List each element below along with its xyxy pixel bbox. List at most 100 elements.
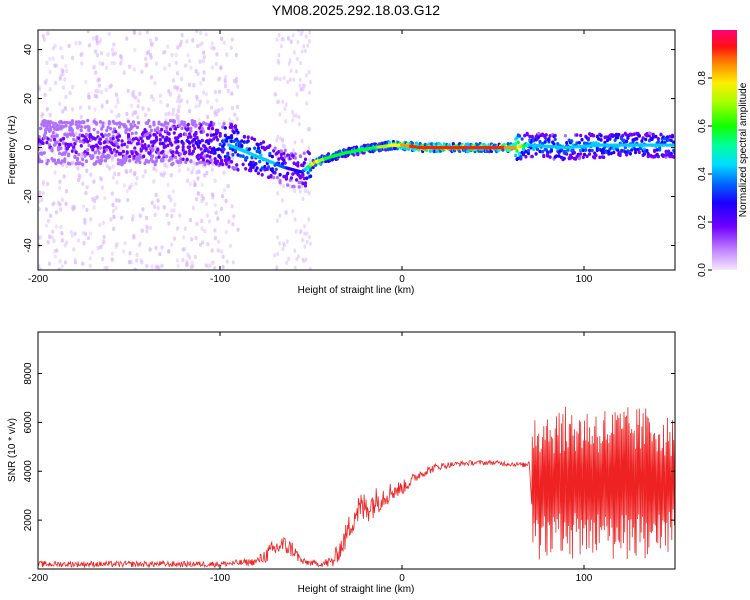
spectrogram-cell	[294, 229, 298, 234]
spectrogram-cell	[140, 228, 144, 233]
spectrogram-cell	[60, 238, 64, 243]
spectrogram-cell	[85, 207, 89, 213]
spectrogram-cell	[200, 151, 204, 155]
spectrogram-cell	[213, 89, 218, 95]
y-tick-label: -40	[23, 238, 34, 253]
spectrogram-cell	[173, 202, 177, 207]
spectrogram-cell	[208, 145, 212, 150]
spectrogram-cell	[155, 264, 160, 269]
spectrogram-cell	[154, 135, 159, 140]
spectrogram-cell	[204, 32, 208, 37]
spectrogram-cell	[38, 206, 41, 212]
spectrogram-cell	[217, 108, 221, 113]
spectrogram-cell	[194, 123, 198, 127]
spectrogram-cell	[281, 161, 285, 166]
spectrogram-cell	[289, 68, 293, 73]
spectrogram-cell	[301, 181, 305, 186]
spectrogram-cell	[218, 131, 222, 136]
spectrogram-cell	[273, 92, 277, 97]
spectrogram-cell	[218, 142, 222, 147]
spectrogram-cell	[181, 148, 185, 152]
spectrogram-cell	[306, 43, 310, 48]
spectrogram-cell	[61, 109, 65, 114]
spectrogram-cell	[188, 181, 192, 187]
spectrogram-cell	[231, 222, 235, 227]
spectrogram-cell	[195, 170, 199, 175]
spectrogram-cell	[74, 122, 78, 126]
spectrogram-cell	[181, 141, 185, 146]
spectrogram-cell	[556, 142, 560, 146]
spectrogram-cell	[235, 104, 239, 110]
spectrogram-cell	[286, 171, 290, 176]
spectrogram-cell	[179, 160, 183, 164]
spectrogram-cell	[651, 132, 655, 137]
spectrogram-cell	[61, 71, 65, 77]
spectrogram-cell	[119, 147, 123, 152]
spectrogram-cell	[188, 217, 192, 223]
spectrogram-cell	[132, 110, 136, 115]
spectrogram-cell	[548, 134, 552, 138]
spectrogram-cell	[40, 151, 44, 156]
spectrogram-cell	[193, 254, 197, 260]
spectrogram-cell	[254, 162, 258, 166]
spectrogram-cell	[110, 150, 114, 155]
spectrogram-cell	[173, 236, 177, 241]
spectrogram-cell	[212, 46, 216, 51]
spectrogram-cell	[170, 143, 174, 147]
spectrogram-cell	[303, 83, 306, 89]
spectrogram-cell	[68, 162, 72, 166]
spectrogram-cell	[44, 81, 48, 86]
spectrogram-cell	[99, 176, 103, 181]
spectrogram-cell	[41, 33, 45, 39]
spectrogram-cell	[191, 149, 195, 154]
spectrogram-cell	[147, 159, 151, 164]
spectrogram-cell	[79, 105, 83, 110]
spectrogram-cell	[45, 181, 50, 187]
spectrogram-cell	[129, 103, 133, 109]
spectrogram-cell	[51, 121, 55, 125]
spectrogram-cell	[241, 154, 245, 158]
spectrogram-cell	[181, 157, 185, 162]
spectrogram-cell	[51, 202, 55, 207]
spectrogram-cell	[579, 152, 583, 156]
spectrogram-cell	[588, 152, 592, 156]
spectrogram-cell	[280, 44, 283, 49]
spectrogram-cell	[273, 253, 277, 258]
spectrogram-cell	[124, 158, 128, 162]
spectrogram-cell	[160, 172, 164, 177]
spectrogram-cell	[579, 133, 583, 138]
spectrogram-cell	[277, 150, 281, 154]
spectrogram-cell	[188, 132, 192, 136]
spectrogram-cell	[302, 44, 306, 49]
spectrogram-cell	[99, 244, 103, 250]
spectrogram-cell	[242, 140, 246, 144]
spectrogram-cell	[553, 137, 557, 142]
spectrogram-cell	[172, 131, 176, 135]
spectrogram-cell	[73, 260, 77, 265]
spectrogram-cell	[642, 152, 647, 156]
snr-panel: -200 -100 0 100 2000 4000 6000 8000 Height of …	[7, 331, 676, 595]
spectrogram-cell	[93, 137, 97, 141]
spectrogram-cell	[119, 122, 123, 126]
spectrogram-cell	[139, 148, 143, 152]
spectrogram-cell	[275, 175, 280, 180]
spectrogram-cell	[116, 161, 120, 166]
spectrogram-cell	[70, 121, 74, 126]
spectrogram-cell	[279, 136, 282, 141]
spectrogram-cell	[205, 213, 209, 218]
spectrogram-cell	[506, 142, 510, 146]
spectrogram-cell	[111, 136, 115, 141]
spectrogram-cell	[59, 207, 63, 212]
spectrogram-cell	[188, 145, 192, 149]
spectrogram-cell	[98, 120, 102, 124]
spectrogram-cell	[145, 30, 149, 35]
spectrogram-cell	[258, 149, 262, 153]
spectrogram-cell	[99, 90, 104, 95]
spectrogram-cell	[225, 139, 229, 143]
spectrogram-cell	[298, 154, 302, 159]
spectrogram-cell	[154, 156, 159, 160]
spectrogram-cell	[91, 65, 95, 70]
spectrogram-cell	[87, 128, 91, 133]
spectrogram-cell	[176, 45, 180, 50]
spectrogram-cell	[168, 118, 173, 123]
